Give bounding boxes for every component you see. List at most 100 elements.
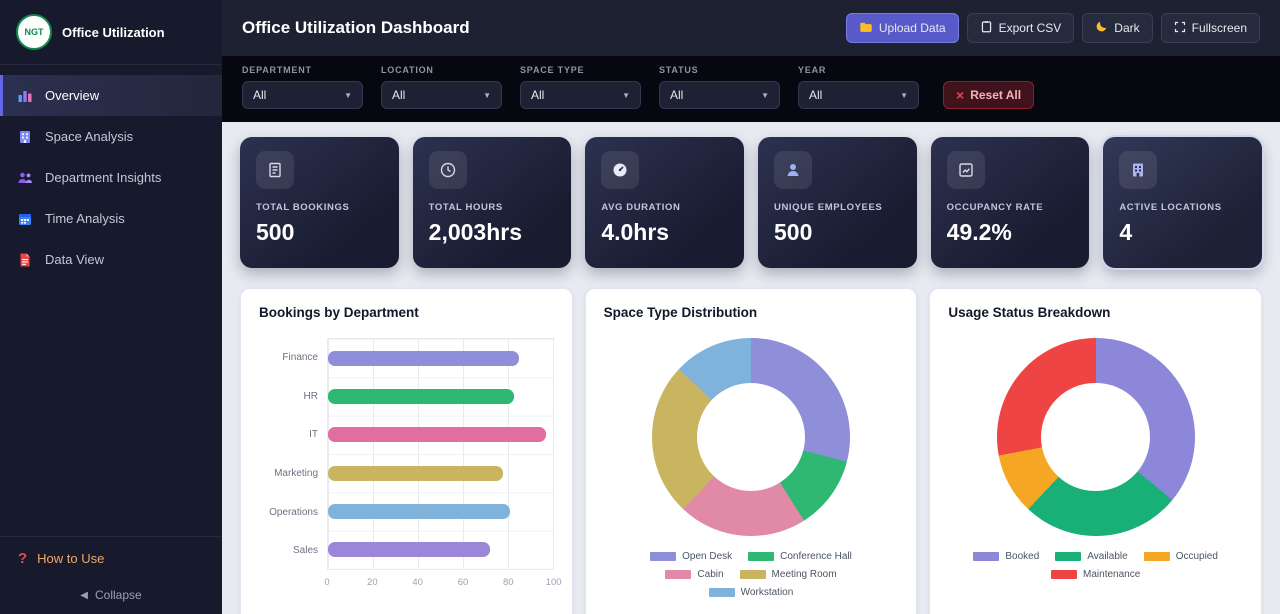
- donut-wrap: [948, 338, 1243, 536]
- bar-row: [328, 531, 553, 569]
- chart-title: Usage Status Breakdown: [948, 305, 1111, 320]
- kpi-label: UNIQUE EMPLOYEES: [774, 202, 883, 213]
- sidebar-nav: Overview Space Analysis Department Insig…: [0, 65, 222, 280]
- filter-label: DEPARTMENT: [242, 65, 312, 75]
- kpi-value: 500: [256, 219, 295, 245]
- bar-label-hr: HR: [303, 390, 318, 402]
- x-tick-60: 60: [457, 577, 469, 588]
- legend-item-cabin[interactable]: Cabin: [665, 569, 724, 580]
- legend-item-conference-hall[interactable]: Conference Hall: [748, 551, 852, 562]
- export-csv-label: Export CSV: [998, 21, 1062, 35]
- legend-item-workstation[interactable]: Workstation: [708, 587, 793, 598]
- sidebar-item-department-insights[interactable]: Department Insights: [0, 157, 222, 198]
- bar-marketing[interactable]: [328, 465, 504, 481]
- kpi-label: TOTAL BOOKINGS: [256, 202, 350, 213]
- filter-status: STATUS All ▼: [659, 65, 780, 109]
- sidebar-item-label: Data View: [45, 252, 105, 267]
- filter-bar: DEPARTMENT All ▼ LOCATION All ▼ SPACE TY…: [222, 56, 1280, 122]
- filter-label: SPACE TYPE: [520, 65, 585, 75]
- status-select-value: All: [670, 88, 684, 102]
- sidebar-item-label: Overview: [45, 88, 100, 103]
- legend-item-open-desk[interactable]: Open Desk: [650, 551, 732, 562]
- x-tick-0: 0: [324, 577, 330, 588]
- location-select[interactable]: All ▼: [381, 81, 502, 109]
- bar-hr[interactable]: [328, 388, 515, 404]
- receipt-icon: [256, 151, 294, 189]
- bar-finance[interactable]: [328, 350, 519, 366]
- year-select[interactable]: All ▼: [798, 81, 919, 109]
- donut-hole: [1041, 382, 1151, 492]
- space-type-select-value: All: [531, 88, 545, 102]
- legend-swatch: [1143, 552, 1170, 561]
- clock-icon: [428, 151, 467, 189]
- legend-swatch: [708, 588, 735, 597]
- legend-swatch: [1051, 570, 1078, 579]
- legend-item-available[interactable]: Available: [1055, 551, 1128, 562]
- legend-swatch: [650, 552, 677, 561]
- calendar-icon: [16, 210, 34, 228]
- sidebar-item-label: Department Insights: [45, 170, 162, 185]
- usage-status-donut-chart[interactable]: [996, 338, 1195, 536]
- bar-row: [328, 492, 553, 530]
- status-select[interactable]: All ▼: [659, 81, 780, 109]
- chevron-down-icon: ▼: [622, 90, 630, 100]
- legend-item-maintenance[interactable]: Maintenance: [1051, 569, 1140, 580]
- app-logo: NGT: [16, 14, 52, 50]
- sidebar-item-time-analysis[interactable]: Time Analysis: [0, 198, 222, 239]
- kpi-card-avg-duration: AVG DURATION 4.0hrs: [585, 137, 744, 268]
- kpi-label: TOTAL HOURS: [428, 202, 503, 213]
- bar-sales[interactable]: [328, 542, 490, 558]
- trend-chart-icon: [946, 151, 985, 189]
- reset-all-label: Reset All: [970, 88, 1022, 102]
- filter-year: YEAR All ▼: [798, 65, 919, 109]
- collapse-arrow-icon: ◀: [80, 589, 88, 601]
- chevron-down-icon: ▼: [761, 90, 769, 100]
- theme-toggle-button[interactable]: Dark: [1082, 13, 1153, 43]
- legend-item-booked[interactable]: Booked: [973, 551, 1039, 562]
- x-tick-40: 40: [412, 577, 423, 588]
- sidebar-item-overview[interactable]: Overview: [0, 75, 222, 116]
- office-building-icon: [1119, 151, 1158, 189]
- sidebar-item-space-analysis[interactable]: Space Analysis: [0, 116, 222, 157]
- sidebar-item-data-view[interactable]: Data View: [0, 239, 222, 280]
- upload-data-button[interactable]: Upload Data: [845, 13, 959, 43]
- legend-label: Maintenance: [1083, 569, 1141, 580]
- bar-row: [328, 377, 553, 415]
- bar-label-marketing: Marketing: [274, 467, 318, 479]
- donut-wrap: [604, 338, 899, 536]
- space-type-donut-chart[interactable]: [651, 338, 850, 536]
- bar-row: [328, 416, 553, 454]
- collapse-button[interactable]: ◀ Collapse: [0, 580, 222, 614]
- kpi-value: 2,003hrs: [428, 219, 523, 245]
- export-csv-button[interactable]: Export CSV: [966, 13, 1075, 43]
- kpi-card-total-hours: TOTAL HOURS 2,003hrs: [412, 137, 572, 268]
- page-title: Office Utilization Dashboard: [242, 18, 470, 37]
- legend-item-meeting-room[interactable]: Meeting Room: [739, 569, 837, 580]
- how-to-use-link[interactable]: ? How to Use: [0, 536, 222, 580]
- collapse-label: Collapse: [95, 588, 142, 602]
- bar-it[interactable]: [328, 427, 546, 443]
- department-select[interactable]: All ▼: [242, 81, 363, 109]
- main-column: Office Utilization Dashboard Upload Data…: [222, 0, 1280, 614]
- filter-label: YEAR: [798, 65, 827, 75]
- bar-row: [328, 339, 553, 377]
- space-type-select[interactable]: All ▼: [520, 81, 641, 109]
- fullscreen-icon: [1174, 21, 1186, 36]
- top-header: Office Utilization Dashboard Upload Data…: [222, 0, 1280, 56]
- reset-all-button[interactable]: × Reset All: [943, 81, 1035, 109]
- kpi-card-occupancy-rate: OCCUPANCY RATE 49.2%: [930, 137, 1090, 268]
- legend-label: Open Desk: [682, 551, 733, 562]
- bar-label-finance: Finance: [282, 351, 318, 363]
- space-type-legend: Open Desk Conference Hall Cabin Meeting Roo…: [604, 551, 899, 598]
- space-type-distribution-card: Space Type Distribution Open Desk Confere…: [584, 288, 918, 614]
- upload-data-label: Upload Data: [878, 21, 946, 35]
- chart-title: Space Type Distribution: [603, 305, 758, 320]
- legend-swatch: [1055, 552, 1082, 561]
- filter-space-type: SPACE TYPE All ▼: [520, 65, 641, 109]
- legend-swatch: [973, 552, 1000, 561]
- header-actions: Upload Data Export CSV Dark Fullscreen: [845, 13, 1260, 43]
- filter-department: DEPARTMENT All ▼: [242, 65, 363, 109]
- fullscreen-button[interactable]: Fullscreen: [1160, 13, 1260, 43]
- legend-item-occupied[interactable]: Occupied: [1143, 551, 1218, 562]
- bar-operations[interactable]: [328, 503, 510, 519]
